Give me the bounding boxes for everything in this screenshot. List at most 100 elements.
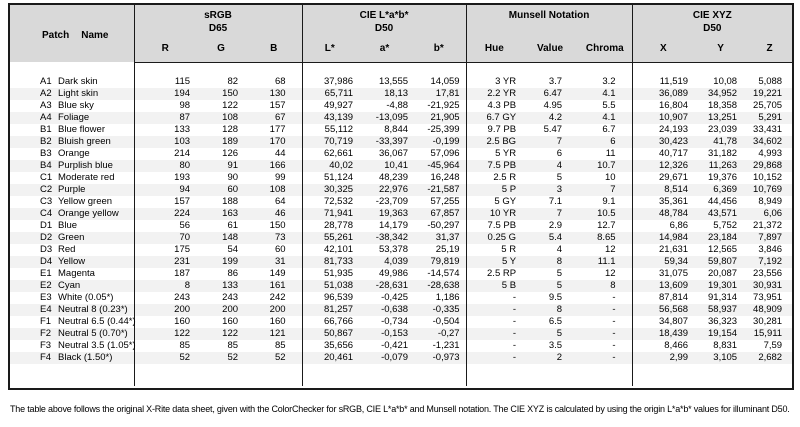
cell-R: 52 (133, 352, 197, 364)
cell-hue: - (465, 328, 523, 340)
cell-X: 11,519 (631, 76, 695, 88)
cell-chroma: 4.1 (602, 112, 616, 123)
cell-Y: 5,752 (713, 220, 738, 231)
col-header-chroma: Chroma (578, 35, 633, 63)
cell-name: Blue (58, 220, 78, 231)
cell-b: -45,964 (427, 160, 460, 171)
cell-hue: 2.5 BG (465, 136, 523, 148)
cell-L: 51,935 (301, 268, 358, 280)
col-header-b: B (246, 35, 303, 63)
cell-Z (747, 364, 792, 386)
cell-b: -1,231 (432, 340, 460, 351)
cell-X: 36,089 (631, 88, 695, 100)
cell-L (301, 364, 358, 386)
cell-L: 20,461 (301, 352, 358, 364)
cell-b: 21,905 (430, 112, 460, 123)
cell-R: 231 (133, 256, 197, 268)
cell-Y: 13,251 (708, 112, 738, 123)
cell-value: 7 (556, 208, 563, 219)
group-header-cielab: CIE L*a*b* (301, 5, 467, 22)
cell-Z: 4,993 (758, 148, 783, 159)
col-header-x: X (631, 35, 695, 63)
cell-L: 55,261 (301, 232, 358, 244)
cell-L: 81,733 (301, 256, 358, 268)
cell-hue: 0.25 G (465, 232, 523, 244)
cell-G: 199 (222, 256, 239, 267)
group-header-srgb: sRGB (133, 5, 303, 22)
cell-value: 4.2 (548, 112, 563, 123)
cell-Y: 59,807 (708, 256, 738, 267)
cell-value: 5.47 (543, 124, 563, 135)
cell-R: 160 (133, 316, 197, 328)
table-caption: The table above follows the original X-R… (10, 404, 790, 414)
cell-chroma: - (612, 304, 616, 315)
cell-name (52, 62, 134, 76)
cell-value: 2.9 (548, 220, 563, 231)
cell-patch: A3 (40, 100, 52, 111)
cell-value: 4 (556, 160, 563, 171)
cell-B: 170 (269, 136, 286, 147)
cell-X: 12,326 (631, 160, 695, 172)
cell-b: 1,186 (435, 292, 460, 303)
cell-G (196, 62, 246, 76)
cell-name: Foliage (58, 112, 90, 123)
cell-b: 31,37 (435, 232, 460, 243)
cell-name: Neutral 6.5 (0.44*) (58, 316, 136, 327)
cell-value (522, 62, 578, 76)
cell-G: 189 (222, 136, 239, 147)
cell-a: 13,555 (378, 76, 409, 87)
cell-name: Orange (58, 148, 90, 159)
cell-G: 150 (222, 88, 239, 99)
cell-a: 14,179 (378, 220, 409, 231)
cell-value (522, 364, 578, 386)
cell-Y: 19,154 (708, 328, 738, 339)
cell-G: 200 (222, 304, 239, 315)
cell-a: 19,363 (378, 208, 409, 219)
cell-name: Magenta (58, 268, 95, 279)
col-header-z: Z (747, 35, 793, 63)
cell-chroma: 7 (610, 184, 616, 195)
cell-patch: F4 (40, 352, 52, 363)
cell-X: 21,631 (631, 244, 695, 256)
cell-G: 61 (227, 220, 239, 231)
cell-Z: 30,281 (753, 316, 783, 327)
cell-R: 56 (133, 220, 197, 232)
cell-B: 31 (274, 256, 286, 267)
cell-patch: B3 (40, 148, 52, 159)
table-row: E4 Neutral 8 (0.23*) 200 200 200 81,257 -0,638… (10, 304, 793, 316)
cell-b: 67,857 (430, 208, 460, 219)
table-row: C1 Moderate red 193 90 99 51,124 48,239 16,248 2… (10, 172, 792, 184)
cell-patch: D3 (40, 244, 53, 255)
cell-value: 8 (556, 304, 563, 315)
cell-value: 3 (556, 184, 563, 195)
cell-Y: 31,182 (708, 148, 738, 159)
cell-b: -50,297 (427, 220, 460, 231)
col-header-astar: a* (357, 35, 413, 63)
cell-Y: 10,08 (713, 76, 738, 87)
cell-value: 4.95 (543, 100, 563, 111)
cell-value: 7 (556, 136, 563, 147)
cell-Z: 29,868 (753, 160, 783, 171)
cell-X: 6,86 (631, 220, 695, 232)
cell-a: -0,079 (381, 352, 409, 363)
cell-hue: - (465, 340, 523, 352)
cell-Y: 23,039 (708, 124, 738, 135)
cell-a: -0,425 (381, 292, 409, 303)
cell-name: Red (58, 244, 76, 255)
table-row: A3 Blue sky 98 122 157 49,927 -4,88 -21,925 4.3 … (10, 100, 792, 112)
cell-patch: E4 (40, 304, 52, 315)
cell-chroma: 8 (610, 280, 616, 291)
cell-X: 14,984 (631, 232, 695, 244)
cell-hue: 7.5 PB (465, 160, 523, 172)
cell-B: 166 (269, 160, 286, 171)
cell-hue: 10 YR (465, 208, 523, 220)
cell-chroma: 10 (604, 172, 616, 183)
cell-Z: 7,897 (758, 232, 783, 243)
cell-B: 149 (269, 268, 286, 279)
cell-chroma: 6.7 (602, 124, 616, 135)
cell-patch: A4 (40, 112, 52, 123)
cell-X (631, 364, 695, 386)
table-row: F4 Black (1.50*) 52 52 52 20,461 -0,079 -0,973-… (10, 352, 793, 364)
cell-G: 60 (227, 184, 239, 195)
cell-b: -21,925 (427, 100, 460, 111)
